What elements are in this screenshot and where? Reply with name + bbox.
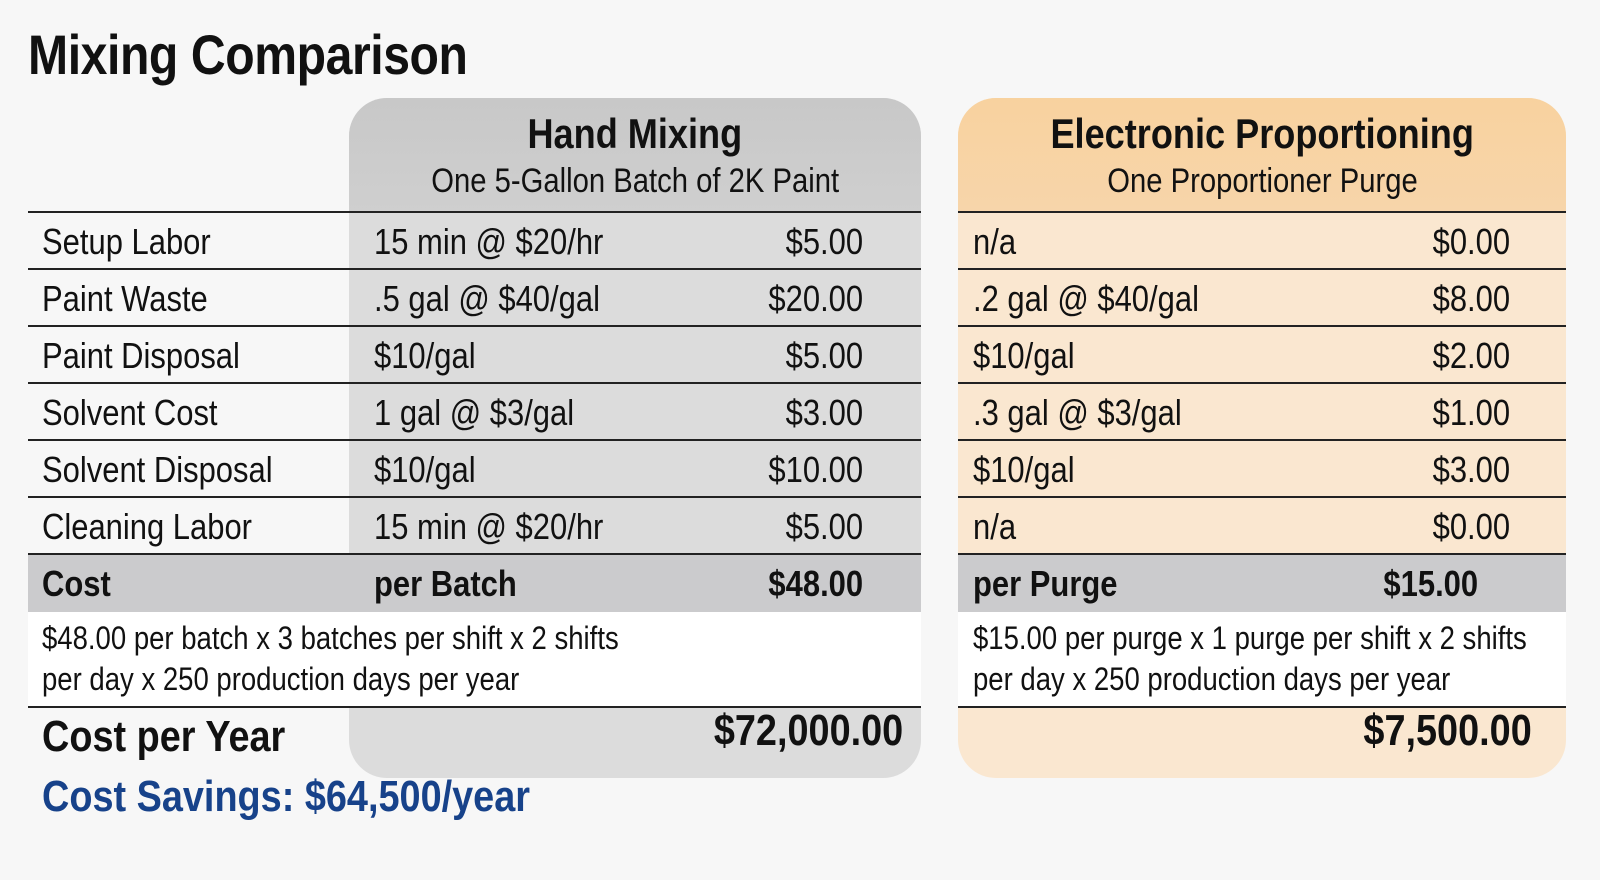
hand-value: $20.00 (768, 278, 863, 319)
row-label: Setup Labor (42, 221, 211, 262)
divider (28, 211, 921, 213)
table-row: .3 gal @ $3/gal $1.00 (958, 384, 1566, 441)
hand-note-line: $48.00 per batch x 3 batches per shift x… (42, 620, 619, 656)
hand-value: $3.00 (785, 392, 863, 433)
hand-mixing-title: Hand Mixing (527, 110, 743, 157)
table-row: $10/gal $3.00 (958, 441, 1566, 498)
table-row: Paint Waste .5 gal @ $40/gal $20.00 (28, 270, 921, 327)
table-row: Solvent Cost 1 gal @ $3/gal $3.00 (28, 384, 921, 441)
electronic-proportioning-header: Electronic Proportioning One Proportione… (958, 98, 1566, 212)
hand-desc: 1 gal @ $3/gal (374, 392, 575, 433)
ep-cost-value: $15.00 (1383, 563, 1478, 604)
divider (28, 382, 921, 384)
table-row: .2 gal @ $40/gal $8.00 (958, 270, 1566, 327)
ep-desc: n/a (973, 221, 1017, 262)
electronic-proportioning-title: Electronic Proportioning (1050, 110, 1474, 157)
divider (958, 382, 1566, 384)
electronic-proportioning-subtitle: One Proportioner Purge (1106, 162, 1418, 200)
ep-note-band (958, 612, 1566, 706)
divider (958, 325, 1566, 327)
ep-desc: $10/gal (973, 335, 1075, 376)
ep-cost-desc: per Purge (973, 563, 1118, 604)
cost-label: Cost (42, 563, 111, 604)
divider (28, 439, 921, 441)
ep-note-line: $15.00 per purge x 1 purge per shift x 2… (973, 620, 1527, 656)
cost-row: per Purge $15.00 (958, 555, 1566, 612)
hand-desc: $10/gal (374, 335, 476, 376)
ep-value: $0.00 (1432, 221, 1510, 262)
hand-value: $5.00 (785, 506, 863, 547)
table-row: Solvent Disposal $10/gal $10.00 (28, 441, 921, 498)
ep-cost-per-year: $7,500.00 (1363, 706, 1532, 755)
hand-cost-per-year: $72,000.00 (713, 706, 903, 755)
table-row: n/a $0.00 (958, 498, 1566, 555)
ep-value: $3.00 (1432, 449, 1510, 490)
divider (958, 553, 1566, 555)
hand-value: $5.00 (785, 221, 863, 262)
hand-cost-value: $48.00 (768, 563, 863, 604)
page-title: Mixing Comparison (28, 23, 468, 86)
ep-value: $8.00 (1432, 278, 1510, 319)
hand-desc: $10/gal (374, 449, 476, 490)
divider (958, 496, 1566, 498)
divider (28, 496, 921, 498)
cost-savings: Cost Savings: $64,500/year (42, 772, 530, 821)
divider (958, 439, 1566, 441)
hand-mixing-header: Hand Mixing One 5-Gallon Batch of 2K Pai… (349, 98, 921, 212)
hand-value: $5.00 (785, 335, 863, 376)
hand-value: $10.00 (768, 449, 863, 490)
divider (28, 706, 921, 708)
ep-desc: .2 gal @ $40/gal (973, 278, 1199, 319)
ep-desc: n/a (973, 506, 1017, 547)
table-row: Cleaning Labor 15 min @ $20/hr $5.00 (28, 498, 921, 555)
table-row: Setup Labor 15 min @ $20/hr $5.00 (28, 213, 921, 270)
row-label: Paint Disposal (42, 335, 240, 376)
cost-row-band-right (958, 555, 1566, 612)
cost-per-year-label: Cost per Year (42, 712, 286, 761)
row-label: Cleaning Labor (42, 506, 253, 547)
ep-value: $2.00 (1432, 335, 1510, 376)
cost-row-band-left (28, 555, 921, 612)
ep-desc: $10/gal (973, 449, 1075, 490)
cost-row: Cost per Batch $48.00 (28, 555, 921, 612)
divider (958, 706, 1566, 708)
hand-calc-note: $48.00 per batch x 3 batches per shift x… (42, 618, 713, 700)
row-label: Solvent Cost (42, 392, 218, 433)
hand-cost-desc: per Batch (374, 563, 517, 604)
divider (28, 268, 921, 270)
ep-desc: .3 gal @ $3/gal (973, 392, 1182, 433)
ep-note-line: per day x 250 production days per year (973, 661, 1451, 697)
hand-mixing-subtitle: One 5-Gallon Batch of 2K Paint (431, 162, 839, 200)
ep-calc-note: $15.00 per purge x 1 purge per shift x 2… (973, 618, 1600, 700)
divider (28, 325, 921, 327)
hand-desc: 15 min @ $20/hr (374, 221, 604, 262)
row-label: Paint Waste (42, 278, 208, 319)
divider (958, 268, 1566, 270)
table-row: $10/gal $2.00 (958, 327, 1566, 384)
ep-value: $1.00 (1432, 392, 1510, 433)
divider (28, 553, 921, 555)
hand-desc: 15 min @ $20/hr (374, 506, 604, 547)
ep-value: $0.00 (1432, 506, 1510, 547)
divider (958, 211, 1566, 213)
hand-note-line: per day x 250 production days per year (42, 661, 520, 697)
hand-note-band (28, 612, 921, 706)
row-label: Solvent Disposal (42, 449, 273, 490)
table-row: Paint Disposal $10/gal $5.00 (28, 327, 921, 384)
hand-desc: .5 gal @ $40/gal (374, 278, 600, 319)
table-row: n/a $0.00 (958, 213, 1566, 270)
